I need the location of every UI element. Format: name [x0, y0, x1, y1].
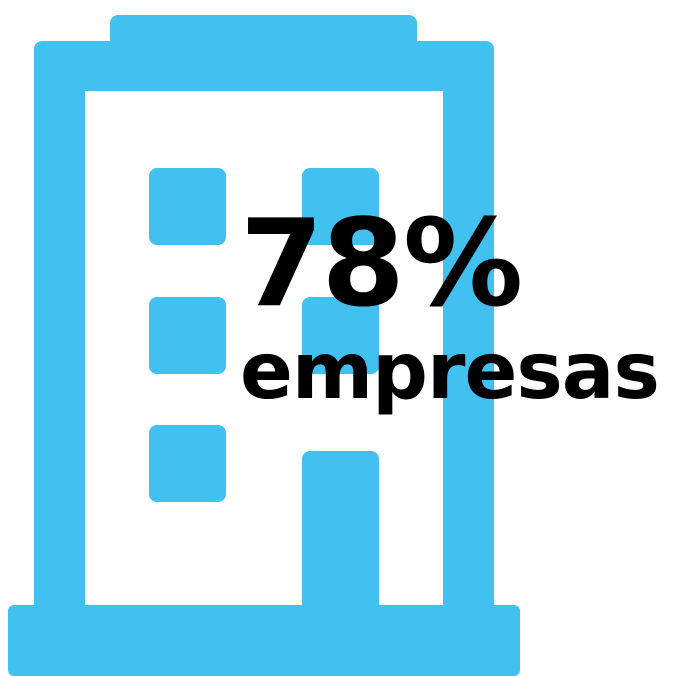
window [302, 168, 379, 245]
stat-value: 78% [240, 195, 523, 334]
window [302, 297, 379, 374]
building-door [302, 451, 379, 621]
building-interior [85, 91, 443, 605]
window [149, 168, 226, 245]
stat-label: empresas [240, 327, 660, 417]
building-base [8, 605, 520, 676]
window [149, 425, 226, 502]
building-windows [149, 168, 379, 502]
stat-block: 78% empresas [240, 195, 660, 417]
window [149, 297, 226, 374]
